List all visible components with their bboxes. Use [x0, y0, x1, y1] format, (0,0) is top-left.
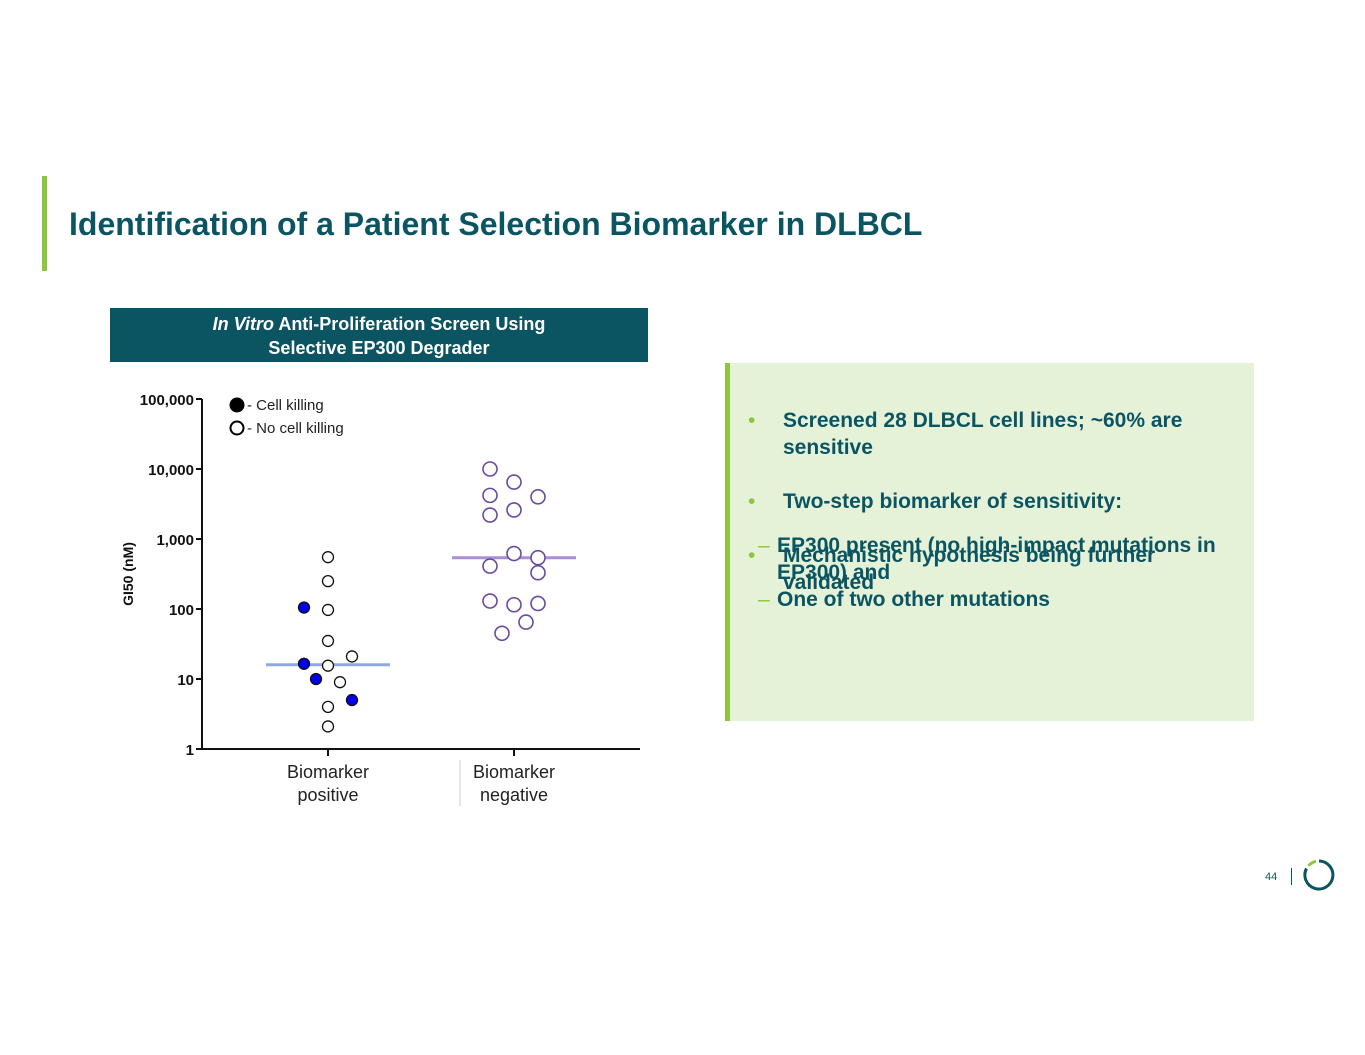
data-point-no-cell-killing — [321, 659, 335, 672]
finding-bullet-1: • Screened 28 DLBCL cell lines; ~60% are… — [748, 407, 1228, 461]
slide-title: Identification of a Patient Selection Bi… — [69, 206, 923, 242]
data-point-no-cell-killing — [530, 595, 546, 612]
data-point-no-cell-killing — [482, 593, 498, 609]
x-category-label: Biomarker — [473, 762, 555, 782]
finding-subitem-1: – EP300 present (no high-impact mutation… — [758, 532, 1246, 586]
findings-list: • Screened 28 DLBCL cell lines; ~60% are… — [748, 407, 1228, 623]
legend-marker-filled — [229, 397, 245, 413]
x-category-label: positive — [297, 785, 358, 805]
chart-header-line1: In Vitro Anti-Proliferation Screen Using — [110, 312, 648, 336]
bullet-marker: • — [748, 544, 756, 567]
data-point-no-cell-killing — [506, 502, 522, 518]
dash-marker: – — [758, 534, 770, 557]
company-logo-icon — [1303, 859, 1335, 891]
legend-label: - Cell killing — [247, 397, 324, 414]
data-point-no-cell-killing — [530, 564, 546, 581]
x-category-label: Biomarker — [287, 762, 369, 782]
page-number-separator — [1291, 868, 1292, 885]
data-point-no-cell-killing — [494, 625, 510, 642]
y-tick-label: 1,000 — [156, 532, 194, 549]
finding-text-1: Screened 28 DLBCL cell lines; ~60% are s… — [783, 409, 1183, 459]
data-point-no-cell-killing — [482, 558, 498, 574]
data-point-no-cell-killing — [482, 487, 498, 504]
data-point-no-cell-killing — [506, 545, 522, 562]
data-point-cell-killing — [345, 693, 359, 707]
data-point-no-cell-killing — [518, 614, 534, 630]
data-point-no-cell-killing — [345, 650, 359, 663]
finding-text-2: Two-step biomarker of sensitivity: — [783, 490, 1123, 513]
dash-marker: – — [758, 588, 770, 611]
y-tick-label: 10,000 — [148, 462, 194, 479]
finding-subtext-1: EP300 present (no high-impact mutations … — [777, 534, 1216, 584]
title-accent-bar — [42, 176, 47, 271]
gi50-scatter-chart: 1 10 100 1,000 10,000 100,000 GI50 (nM) Biomark… — [120, 392, 640, 806]
data-point-no-cell-killing — [321, 603, 335, 617]
data-point-no-cell-killing — [482, 507, 498, 523]
chart-header-line2: Selective EP300 Degrader — [268, 338, 490, 358]
data-point-no-cell-killing — [321, 720, 335, 733]
y-tick-label: 100,000 — [140, 392, 194, 409]
chart-header-line1-rest: Anti-Proliferation Screen Using — [273, 314, 546, 334]
data-point-no-cell-killing — [506, 474, 522, 490]
y-tick-label: 1 — [186, 742, 194, 759]
y-axis-label: GI50 (nM) — [120, 542, 136, 606]
x-category-label: negative — [480, 785, 548, 805]
data-point-cell-killing — [297, 657, 311, 670]
data-point-no-cell-killing — [321, 574, 335, 588]
findings-panel: • Screened 28 DLBCL cell lines; ~60% are… — [725, 363, 1254, 721]
y-tick-label: 100 — [169, 602, 194, 619]
legend-label: - No cell killing — [247, 420, 344, 437]
data-point-no-cell-killing — [321, 700, 335, 714]
data-point-no-cell-killing — [482, 461, 498, 477]
page-number: 44 — [1265, 871, 1278, 883]
data-point-no-cell-killing — [530, 489, 546, 505]
finding-text-3: Mechanistic hypothesis being further val… — [783, 544, 1156, 594]
data-point-no-cell-killing — [321, 634, 335, 648]
finding-bullet-2: • Two-step biomarker of sensitivity: – E… — [748, 488, 1228, 611]
bullet-marker: • — [748, 409, 756, 432]
bullet-marker: • — [748, 490, 756, 513]
chart-header: In Vitro Anti-Proliferation Screen Using… — [110, 308, 648, 362]
finding-subtext-2: One of two other mutations — [777, 588, 1050, 611]
legend-marker-open — [229, 420, 245, 436]
data-point-no-cell-killing — [506, 596, 522, 613]
y-tick-label: 10 — [177, 672, 194, 689]
finding-sublist: – EP300 present (no high-impact mutation… — [758, 532, 1246, 613]
data-point-no-cell-killing — [321, 551, 335, 564]
data-point-no-cell-killing — [530, 549, 546, 566]
finding-bullet-3: • Mechanistic hypothesis being further v… — [748, 542, 1228, 596]
data-point-no-cell-killing — [333, 676, 347, 689]
chart-header-italic: In Vitro — [212, 314, 274, 334]
data-point-cell-killing — [297, 601, 311, 614]
finding-subitem-2: – One of two other mutations — [758, 586, 1246, 613]
data-point-cell-killing — [309, 672, 323, 686]
